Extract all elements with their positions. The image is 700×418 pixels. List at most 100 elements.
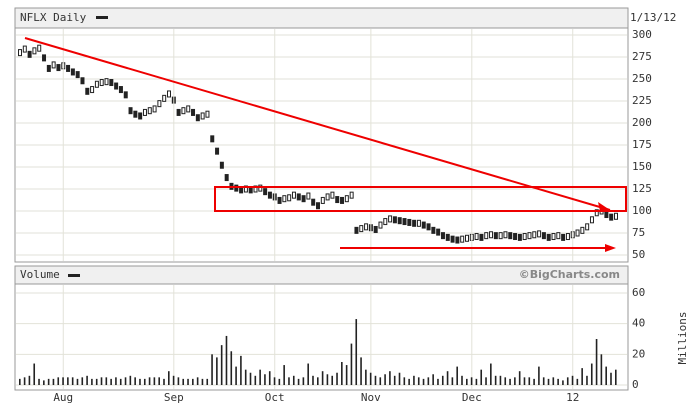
bar	[326, 374, 329, 385]
candle	[277, 196, 282, 204]
bar	[485, 377, 487, 385]
candle	[503, 231, 508, 239]
bar	[110, 378, 112, 385]
candle	[609, 213, 614, 221]
arrow-head	[605, 244, 616, 252]
y-tick-label: 75	[632, 226, 645, 239]
candle	[176, 108, 181, 116]
bar	[312, 375, 314, 385]
y-tick-label: 300	[632, 28, 652, 41]
bar	[148, 377, 151, 385]
bar	[57, 377, 60, 385]
candle	[90, 86, 95, 94]
candle	[517, 233, 522, 241]
bar	[129, 375, 132, 385]
bar	[201, 378, 204, 385]
bar	[124, 377, 127, 385]
candle	[498, 232, 503, 240]
candle	[133, 110, 138, 118]
candle	[489, 231, 494, 239]
bar	[538, 366, 540, 385]
bar	[581, 368, 583, 385]
candle	[580, 226, 585, 234]
x-tick-label: 12	[566, 391, 579, 404]
candle	[541, 232, 546, 240]
candle	[493, 232, 498, 240]
candle	[508, 232, 513, 240]
bar	[182, 378, 185, 385]
bar	[297, 378, 300, 385]
bar	[590, 363, 593, 385]
bar	[552, 377, 555, 385]
x-tick-label: Aug	[53, 391, 73, 404]
bar	[230, 351, 233, 385]
bar	[336, 372, 338, 385]
bar	[134, 377, 136, 385]
bar	[528, 377, 531, 385]
candle	[138, 112, 143, 120]
candle	[282, 195, 287, 203]
legend-swatch	[68, 274, 80, 277]
candle	[436, 228, 441, 236]
bar	[307, 363, 309, 385]
bar	[28, 375, 31, 385]
bar	[499, 375, 502, 385]
bar	[360, 357, 362, 385]
bar	[143, 378, 146, 385]
candle	[614, 212, 618, 220]
bar	[91, 378, 93, 385]
candle	[561, 233, 566, 241]
legend-swatch	[96, 16, 108, 19]
volume-title: Volume	[20, 268, 60, 281]
candle	[167, 90, 171, 98]
candle	[147, 107, 152, 115]
bar	[398, 372, 401, 385]
bar	[365, 369, 367, 385]
candle	[416, 219, 421, 227]
candle	[109, 79, 114, 87]
range-box	[214, 186, 627, 212]
credit: ©BigCharts.com	[519, 268, 620, 281]
candle	[397, 217, 402, 225]
bar	[321, 371, 324, 385]
bar	[38, 378, 40, 385]
bar	[427, 377, 430, 385]
candle	[32, 47, 37, 55]
candle	[296, 193, 301, 201]
bar	[345, 365, 348, 385]
candle	[142, 108, 147, 116]
candle	[75, 71, 80, 79]
bar	[341, 362, 343, 385]
candle	[551, 233, 556, 241]
volume-panel	[14, 283, 629, 391]
bar	[441, 375, 444, 385]
candle	[392, 216, 397, 224]
bar	[480, 369, 483, 385]
date-label: 1/13/12	[630, 11, 676, 24]
candle	[455, 236, 460, 244]
candle	[325, 193, 330, 201]
bar	[47, 378, 50, 385]
bar	[379, 377, 382, 385]
bar	[163, 378, 165, 385]
candle	[152, 105, 157, 113]
candle	[320, 196, 325, 204]
bar	[168, 371, 170, 385]
candle	[340, 196, 345, 204]
bar	[571, 375, 574, 385]
bar	[196, 377, 199, 385]
bar	[105, 377, 108, 385]
bar	[317, 377, 319, 385]
candle	[364, 223, 369, 231]
bar	[43, 380, 45, 385]
candle	[301, 195, 306, 203]
y-tick-label: 125	[632, 182, 652, 195]
bar	[408, 378, 410, 385]
y-tick-label: 150	[632, 160, 652, 173]
candle	[604, 211, 609, 219]
bar	[225, 335, 228, 385]
bar	[369, 372, 372, 385]
bar	[576, 378, 579, 385]
bar	[494, 375, 497, 385]
